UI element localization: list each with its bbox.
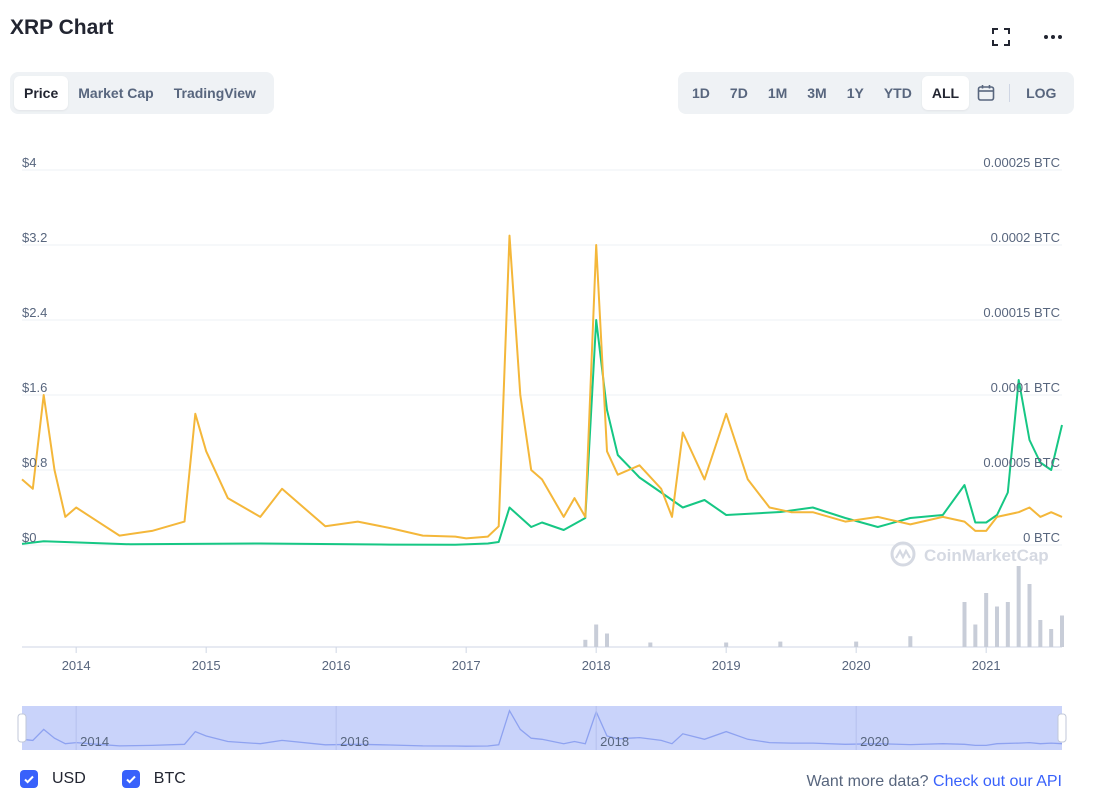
range-3m[interactable]: 3M <box>797 76 836 110</box>
volume-bar <box>1060 615 1064 647</box>
volume-bar <box>1038 620 1043 647</box>
volume-bar <box>648 642 653 647</box>
navigator-tick-label: 2018 <box>600 734 629 749</box>
range-ytd[interactable]: YTD <box>874 76 922 110</box>
chart-type-tabs: Price Market Cap TradingView <box>10 72 274 114</box>
price-chart[interactable]: CoinMarketCap $4 0.00025 BTC $3.2 0.0002 BT… <box>0 140 1100 760</box>
top-icons <box>988 24 1066 50</box>
x-tick-label: 2015 <box>192 658 221 673</box>
api-promo: Want more data? Check out our API <box>806 773 1062 791</box>
left-axis-tick: $0.8 <box>22 455 47 470</box>
left-axis-tick: $4 <box>22 155 36 170</box>
range-divider <box>1009 84 1011 102</box>
volume-bar <box>605 633 609 647</box>
axis-labels: $4 0.00025 BTC $3.2 0.0002 BTC $2.4 0.00015 B… <box>22 155 1060 673</box>
series-line-usd <box>21 234 1063 540</box>
x-tick-label: 2017 <box>452 658 481 673</box>
x-tick-label: 2018 <box>582 658 611 673</box>
volume-bar <box>778 641 783 647</box>
watermark-text: CoinMarketCap <box>924 546 1049 565</box>
navigator-tick-label: 2014 <box>80 734 109 749</box>
navigator-handle-right[interactable] <box>1057 713 1067 743</box>
volume-bar <box>1016 566 1021 647</box>
navigator-tick-label: 2020 <box>860 734 889 749</box>
range-1d[interactable]: 1D <box>682 76 720 110</box>
range-1y[interactable]: 1Y <box>837 76 874 110</box>
right-axis-tick: 0.0001 BTC <box>991 380 1060 395</box>
range-1m[interactable]: 1M <box>758 76 797 110</box>
calendar-icon[interactable] <box>969 76 1003 110</box>
volume-bar <box>995 606 999 647</box>
volume-bar <box>1005 602 1010 647</box>
volume-bar <box>1027 584 1032 647</box>
x-tick-label: 2016 <box>322 658 351 673</box>
tab-tradingview[interactable]: TradingView <box>164 76 266 110</box>
left-axis-tick: $3.2 <box>22 230 47 245</box>
coinmarketcap-logo-icon <box>890 541 916 567</box>
left-axis-tick: $0 <box>22 530 36 545</box>
volume-bars <box>583 566 1064 647</box>
navigator-handle-left[interactable] <box>17 713 27 743</box>
legend-btc[interactable]: BTC <box>121 770 186 788</box>
right-axis-tick: 0 BTC <box>1023 530 1060 545</box>
watermark: CoinMarketCap <box>890 541 1049 567</box>
api-link[interactable]: Check out our API <box>933 773 1062 790</box>
right-axis-tick: 0.00015 BTC <box>983 305 1060 320</box>
navigator-tick-label: 2016 <box>340 734 369 749</box>
series-line-btc <box>21 319 1063 546</box>
right-axis-tick: 0.00025 BTC <box>983 155 1060 170</box>
usd-checkbox[interactable] <box>20 770 38 788</box>
x-tick-label: 2014 <box>62 658 91 673</box>
right-axis-tick: 0.0002 BTC <box>991 230 1060 245</box>
range-selector: 1D 7D 1M 3M 1Y YTD ALL LOG <box>678 72 1074 114</box>
navigator[interactable]: 2014 2016 2018 2020 <box>17 706 1067 750</box>
volume-bar <box>583 639 588 647</box>
tab-market-cap[interactable]: Market Cap <box>68 76 163 110</box>
legend-usd-label: USD <box>52 770 86 787</box>
api-promo-text: Want more data? <box>806 773 929 790</box>
check-icon <box>126 775 136 784</box>
volume-bar <box>962 602 967 647</box>
range-7d[interactable]: 7D <box>720 76 758 110</box>
navigator-series-line <box>21 709 1063 747</box>
right-axis-tick: 0.00005 BTC <box>983 455 1060 470</box>
volume-bar <box>854 641 859 647</box>
volume-bar <box>973 624 978 647</box>
legend-usd[interactable]: USD <box>20 770 86 788</box>
volume-bar <box>908 636 913 647</box>
legend: USD BTC <box>20 770 206 788</box>
check-icon <box>24 775 34 784</box>
range-all[interactable]: ALL <box>921 76 970 110</box>
more-icon[interactable] <box>1040 24 1066 50</box>
legend-btc-label: BTC <box>153 770 186 787</box>
fullscreen-icon[interactable] <box>988 24 1014 50</box>
x-tick-label: 2020 <box>842 658 871 673</box>
tab-price[interactable]: Price <box>14 76 69 110</box>
page-title: XRP Chart <box>10 16 114 39</box>
left-axis-tick: $1.6 <box>22 380 47 395</box>
log-toggle[interactable]: LOG <box>1016 76 1066 110</box>
grid-lines <box>22 169 1062 648</box>
series-lines <box>21 234 1063 546</box>
x-tick-label: 2019 <box>712 658 741 673</box>
navigator-window[interactable] <box>22 706 1062 750</box>
volume-bar <box>1049 629 1054 647</box>
volume-bar <box>724 642 729 647</box>
left-axis-tick: $2.4 <box>22 305 47 320</box>
x-tick-label: 2021 <box>972 658 1001 673</box>
btc-checkbox[interactable] <box>121 770 140 788</box>
volume-bar <box>594 624 599 647</box>
volume-bar <box>984 593 989 647</box>
